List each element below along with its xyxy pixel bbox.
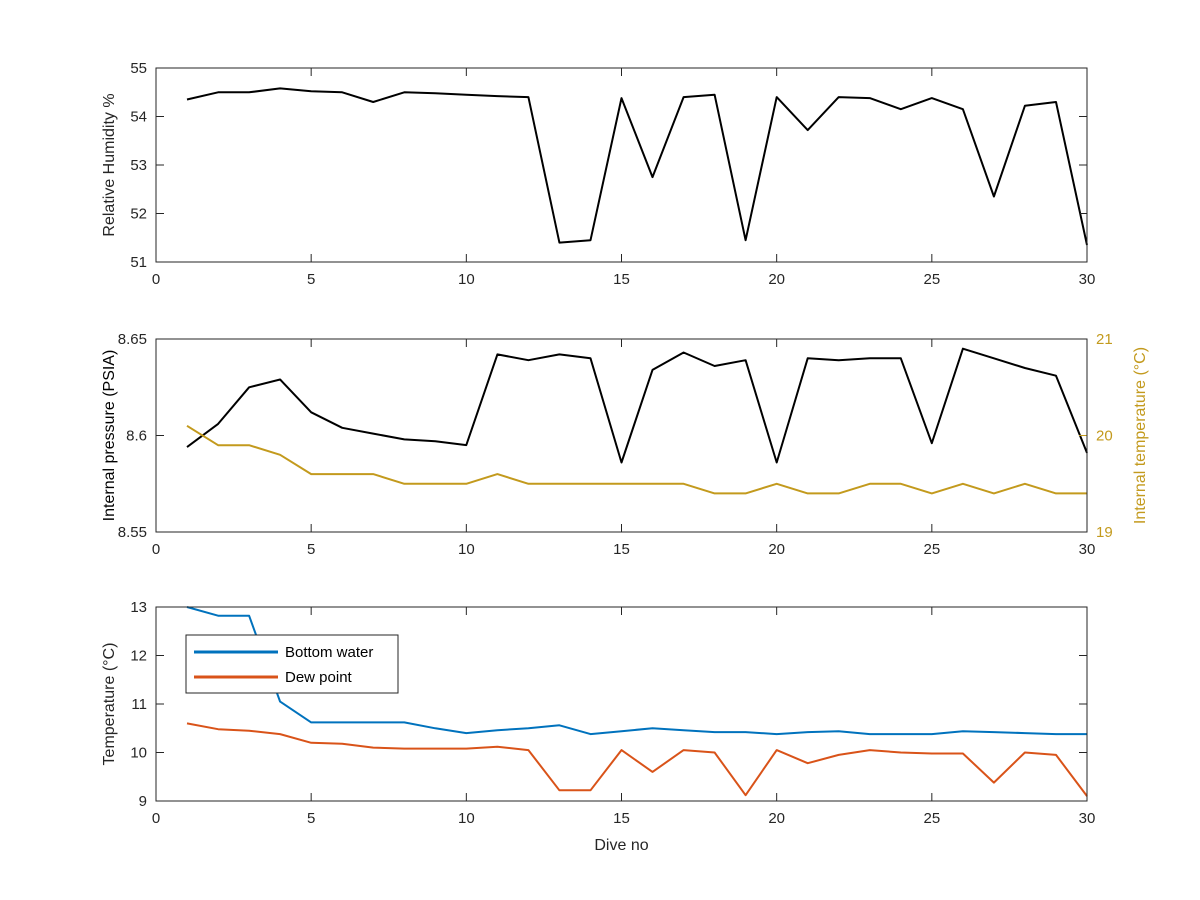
pressure-x-tick-label: 30 [1079, 541, 1096, 558]
temperature-y-tick-label: 12 [130, 648, 147, 665]
temperature-y-tick-label: 9 [139, 793, 147, 810]
temperature-y-tick-label: 13 [130, 599, 147, 616]
humidity-x-tick-label: 25 [923, 271, 940, 288]
pressure-y-axis-label: Internal pressure (PSIA) [101, 350, 118, 522]
dew-point-line [186, 722, 1088, 797]
humidity-x-tick-label: 10 [458, 271, 475, 288]
temperature-x-axis-label: Dive no [594, 837, 648, 854]
humidity-axes-frame [155, 67, 1088, 263]
humidity-y-tick-label: 54 [130, 109, 147, 126]
temperature-x-tick-label: 0 [152, 810, 160, 827]
pressure-x-tick-label: 20 [768, 541, 785, 558]
humidity-marks [186, 87, 1088, 246]
pressure-x-tick-label: 15 [613, 541, 630, 558]
temperature-y-tick-label: 11 [131, 696, 147, 713]
pressure-line [186, 347, 1088, 464]
legend-label-bottom-water: Bottom water [285, 644, 373, 661]
temperature-x-tick-label: 5 [307, 810, 315, 827]
legend-label-dew-point: Dew point [285, 669, 353, 686]
humidity-y-tick-label: 51 [130, 254, 147, 271]
pressure-ticks: 0 5 10 15 20 25 30 8.55 8.6 8.65 19 20 21 [118, 331, 1113, 558]
temperature-legend: Bottom water Dew point [185, 634, 399, 694]
pressure-y-tick-label: 8.6 [126, 428, 147, 445]
humidity-x-tick-label: 20 [768, 271, 785, 288]
pressure-y-tick-label: 8.65 [118, 331, 147, 348]
humidity-y-tick-label: 55 [130, 60, 147, 77]
pressure-x-tick-label: 0 [152, 541, 160, 558]
humidity-x-tick-label: 15 [613, 271, 630, 288]
humidity-y-tick-label: 53 [130, 157, 147, 174]
bottom-water-line [186, 606, 1087, 736]
legend-box [185, 634, 399, 694]
humidity-x-tick-label: 5 [307, 271, 315, 288]
temperature-y-tick-label: 10 [130, 745, 147, 762]
pressure-marks [186, 347, 1088, 495]
pressure-x-tick-label: 5 [307, 541, 315, 558]
temperature-x-tick-label: 10 [458, 810, 475, 827]
temperature-y-axis-label: Temperature (°C) [101, 643, 118, 766]
temperature-ticks: 0 5 10 15 20 25 30 9 10 11 12 13 [130, 599, 1095, 827]
humidity-ticks: 0 5 10 15 20 25 30 51 52 53 54 55 [130, 60, 1095, 288]
pressure-x-tick-label: 25 [923, 541, 940, 558]
pressure-panel: 0 5 10 15 20 25 30 8.55 8.6 8.65 19 20 21 Internal p… [101, 331, 1149, 558]
internal-temperature-y-axis-label: Internal temperature (°C) [1132, 347, 1149, 524]
humidity-line [186, 87, 1088, 246]
humidity-x-tick-label: 0 [152, 271, 160, 288]
internal-temperature-line [186, 424, 1087, 495]
pressure-axes-frame [155, 338, 1088, 533]
humidity-x-tick-label: 30 [1079, 271, 1096, 288]
humidity-y-tick-label: 52 [130, 206, 147, 223]
temperature-x-tick-label: 25 [923, 810, 940, 827]
temperature-x-tick-label: 15 [613, 810, 630, 827]
pressure-x-tick-label: 10 [458, 541, 475, 558]
pressure-y-tick-label: 8.55 [118, 524, 147, 541]
temperature-axes-frame [155, 606, 1088, 802]
temperature-x-tick-label: 20 [768, 810, 785, 827]
pressure-y-right-tick-label: 19 [1096, 524, 1113, 541]
temperature-marks [186, 606, 1088, 797]
temperature-panel: 0 5 10 15 20 25 30 9 10 11 12 13 Temperature (°C) D… [101, 599, 1095, 854]
pressure-y-right-tick-label: 20 [1096, 428, 1113, 445]
temperature-x-tick-label: 30 [1079, 810, 1096, 827]
humidity-y-axis-label: Relative Humidity % [101, 93, 118, 236]
humidity-panel: 0 5 10 15 20 25 30 51 52 53 54 55 Relative Humidity… [101, 60, 1095, 288]
pressure-y-right-tick-label: 21 [1096, 331, 1113, 348]
